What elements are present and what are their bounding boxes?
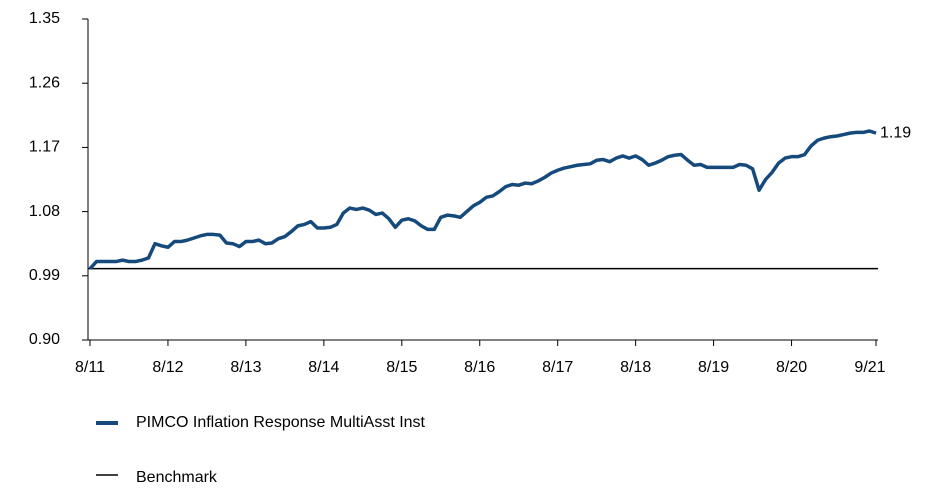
y-tick-label: 1.08	[29, 203, 60, 220]
x-tick-label: 8/13	[230, 359, 261, 376]
end-value-label: 1.19	[880, 124, 911, 141]
x-tick-label: 8/11	[75, 359, 105, 376]
y-tick-label: 1.17	[29, 139, 60, 156]
x-tick-label: 8/17	[542, 359, 573, 376]
y-tick-label: 1.35	[29, 10, 60, 27]
x-tick-label: 8/20	[776, 359, 807, 376]
x-tick-label: 8/15	[386, 359, 417, 376]
legend-label: Benchmark	[136, 469, 218, 486]
legend-label: PIMCO Inflation Response MultiAsst Inst	[136, 414, 426, 431]
x-tick-label: 8/19	[698, 359, 729, 376]
series-line	[88, 129, 877, 270]
x-tick-label: 8/18	[620, 359, 651, 376]
x-tick-label: 8/14	[308, 359, 339, 376]
x-tick-label: 9/21	[854, 359, 885, 376]
y-tick-label: 0.99	[29, 267, 60, 284]
y-tick-label: 1.26	[29, 74, 60, 91]
x-tick-label: 8/16	[464, 359, 495, 376]
y-tick-label: 0.90	[29, 331, 60, 348]
x-tick-label: 8/12	[152, 359, 183, 376]
